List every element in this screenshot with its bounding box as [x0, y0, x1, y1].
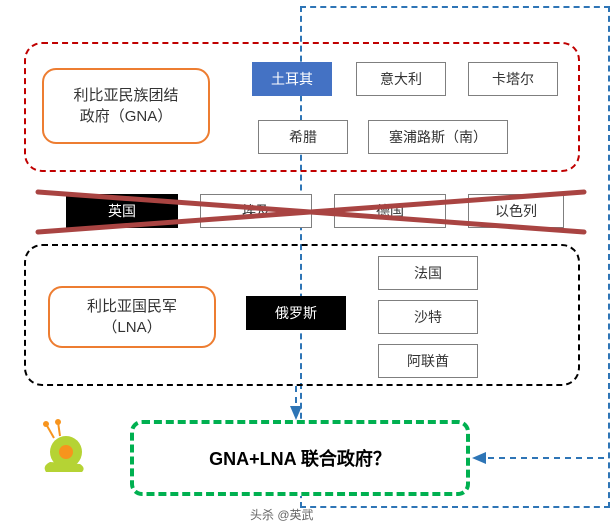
snail-logo-icon [36, 418, 92, 474]
gna-node-4: 塞浦路斯（南） [368, 120, 508, 154]
gna-node-3: 希腊 [258, 120, 348, 154]
result-box: GNA+LNA 联合政府？ [130, 420, 470, 496]
gna-label-line1: 利比亚民族团结 [73, 87, 178, 104]
middle-node-2: 德国 [334, 194, 446, 228]
lna-label-line1: 利比亚国民军 [87, 298, 177, 315]
diagram-stage: 利比亚民族团结政府（GNA） 土耳其意大利卡塔尔希腊塞浦路斯（南） 英国埃及德国… [0, 0, 616, 526]
lna-label-line2: （LNA） [102, 319, 161, 336]
result-text: GNA+LNA 联合政府？ [209, 445, 391, 471]
middle-node-0: 英国 [66, 194, 178, 228]
gna-label: 利比亚民族团结政府（GNA） [42, 68, 210, 144]
lna-node-3: 阿联酋 [378, 344, 478, 378]
gna-label-line2: 政府（GNA） [80, 108, 173, 125]
lna-node-1: 法国 [378, 256, 478, 290]
lna-node-2: 沙特 [378, 300, 478, 334]
middle-node-3: 以色列 [468, 194, 564, 228]
credit-text: 头杀 @英武 [250, 506, 314, 523]
gna-node-0: 土耳其 [252, 62, 332, 96]
lna-label: 利比亚国民军 （LNA） [48, 286, 216, 348]
middle-node-1: 埃及 [200, 194, 312, 228]
gna-node-1: 意大利 [356, 62, 446, 96]
lna-node-0: 俄罗斯 [246, 296, 346, 330]
gna-node-2: 卡塔尔 [468, 62, 558, 96]
